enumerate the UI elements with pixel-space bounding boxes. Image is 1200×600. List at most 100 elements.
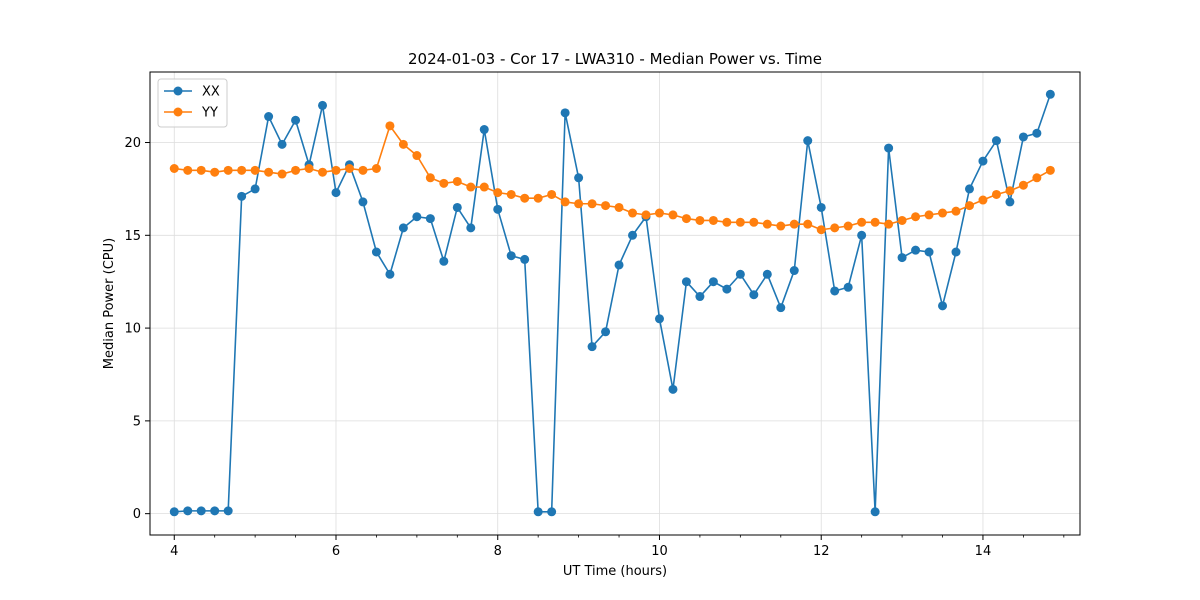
data-point-yy [695,215,705,225]
data-point-yy [264,167,274,177]
data-point-yy [223,165,233,175]
data-point-yy [722,217,732,227]
data-point-xx [439,256,449,266]
data-point-yy [237,165,247,175]
data-point-yy [533,193,543,203]
legend-label-xx: XX [202,85,220,100]
data-point-xx [493,204,503,214]
data-point-xx [978,156,988,166]
data-point-xx [870,507,880,517]
data-point-yy [803,219,813,229]
x-tick-label: 10 [651,544,668,559]
data-point-yy [628,208,638,218]
legend: XX YY [157,78,228,128]
data-point-xx [601,327,611,337]
data-point-xx [654,314,664,324]
data-point-yy [210,167,220,177]
data-point-xx [264,112,274,122]
data-point-yy [776,221,786,231]
data-point-xx [938,301,948,311]
data-point-xx [1045,89,1055,99]
data-point-xx [331,188,341,198]
data-point-yy [587,199,597,209]
data-point-yy [196,165,206,175]
data-point-yy [291,165,301,175]
data-point-yy [978,195,988,205]
data-point-yy [789,219,799,229]
data-point-yy [884,219,894,229]
data-point-xx [520,254,530,264]
data-point-yy [641,210,651,220]
data-point-xx [291,115,301,125]
data-point-yy [493,188,503,198]
data-point-yy [938,208,948,218]
y-tick-label: 0 [133,507,141,522]
data-point-xx [412,212,422,222]
data-point-yy [560,197,570,207]
data-point-xx [964,184,974,194]
x-tick-label: 8 [494,544,502,559]
data-point-xx [789,266,799,276]
legend-label-yy: YY [201,106,218,121]
data-point-yy [1005,186,1015,196]
data-point-yy [425,173,435,183]
data-point-xx [951,247,961,257]
data-point-yy [668,210,678,220]
data-point-xx [762,269,772,279]
data-point-yy [277,169,287,179]
data-point-xx [991,136,1001,146]
data-point-yy [708,215,718,225]
grid [150,72,1080,535]
data-point-xx [547,507,557,517]
data-point-yy [183,165,193,175]
data-point-yy [385,121,395,131]
data-point-xx [857,230,867,240]
data-point-yy [991,189,1001,199]
data-point-xx [884,143,894,153]
data-point-yy [857,217,867,227]
y-tick-label: 10 [124,322,141,337]
data-point-xx [385,269,395,279]
data-point-xx [210,506,220,516]
data-point-yy [304,164,314,173]
data-point-xx [196,506,206,516]
data-point-yy [964,201,974,211]
data-point-yy [614,202,624,212]
data-point-xx [911,245,921,255]
data-point-yy [452,176,462,186]
data-point-xx [1005,197,1015,207]
data-point-xx [277,139,287,149]
axes-ticks: 4 6 8 10 12 14 0 5 10 15 20 [124,136,1065,559]
data-point-xx [924,247,934,257]
data-point-xx [183,506,193,516]
data-point-yy [924,210,934,220]
data-point-xx [776,303,786,313]
data-point-xx [452,202,462,212]
data-point-yy [830,223,840,233]
x-tick-label: 12 [813,544,830,559]
x-tick-label: 6 [332,544,340,559]
data-point-xx [250,184,260,194]
data-point-yy [331,165,341,175]
data-point-xx [371,247,381,257]
data-point-xx [466,223,476,233]
data-point-yy [897,215,907,225]
data-point-xx [614,260,624,270]
data-point-yy [250,165,260,175]
data-point-xx [533,507,543,517]
y-tick-label: 15 [124,229,141,244]
x-axis-label: UT Time (hours) [563,564,667,579]
data-point-yy [358,165,368,175]
data-point-yy [870,217,880,227]
data-point-yy [951,206,961,216]
data-point-yy [439,178,449,188]
data-point-xx [668,384,678,394]
y-axis-label: Median Power (CPU) [102,238,117,369]
data-point-xx [695,292,705,302]
data-point-yy [466,182,476,192]
y-tick-label: 5 [133,414,141,429]
data-point-yy [816,225,826,235]
data-point-yy [843,221,853,231]
data-point-yy [762,219,772,229]
